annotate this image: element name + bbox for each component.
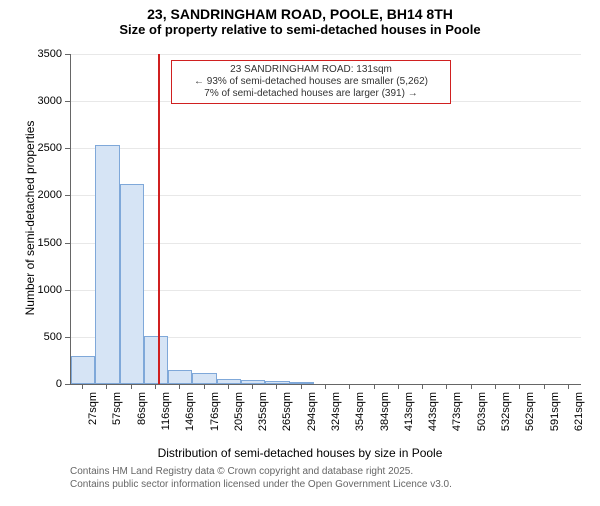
- xtick-mark: [276, 384, 277, 389]
- histogram-bar: [290, 382, 314, 384]
- gridline: [71, 54, 581, 55]
- xtick-mark: [446, 384, 447, 389]
- xtick-label: 413sqm: [403, 392, 415, 452]
- xtick-mark: [82, 384, 83, 389]
- footer-line-2: Contains public sector information licen…: [70, 479, 452, 490]
- ytick-label: 0: [0, 378, 62, 390]
- gridline: [71, 290, 581, 291]
- ytick-mark: [65, 243, 70, 244]
- histogram-bar: [217, 379, 241, 384]
- xtick-label: 86sqm: [136, 392, 148, 452]
- xtick-label: 235sqm: [257, 392, 269, 452]
- ytick-mark: [65, 148, 70, 149]
- xtick-mark: [301, 384, 302, 389]
- xtick-mark: [568, 384, 569, 389]
- chart-container: 23, SANDRINGHAM ROAD, POOLE, BH14 8TH Si…: [0, 6, 600, 506]
- xtick-label: 324sqm: [330, 392, 342, 452]
- annotation-box: 23 SANDRINGHAM ROAD: 131sqm← 93% of semi…: [171, 60, 451, 104]
- ytick-mark: [65, 54, 70, 55]
- histogram-bar: [144, 336, 168, 384]
- xtick-label: 562sqm: [524, 392, 536, 452]
- y-axis-label: Number of semi-detached properties: [23, 93, 37, 343]
- xtick-mark: [422, 384, 423, 389]
- xtick-label: 503sqm: [476, 392, 488, 452]
- annotation-line: 7% of semi-detached houses are larger (3…: [178, 88, 444, 100]
- annotation-line: 23 SANDRINGHAM ROAD: 131sqm: [178, 64, 444, 76]
- ytick-mark: [65, 290, 70, 291]
- footer-line-1: Contains HM Land Registry data © Crown c…: [70, 466, 413, 477]
- gridline: [71, 243, 581, 244]
- xtick-mark: [252, 384, 253, 389]
- xtick-label: 205sqm: [233, 392, 245, 452]
- x-axis-label: Distribution of semi-detached houses by …: [0, 446, 600, 460]
- xtick-mark: [471, 384, 472, 389]
- xtick-mark: [349, 384, 350, 389]
- xtick-label: 443sqm: [427, 392, 439, 452]
- xtick-label: 116sqm: [160, 392, 172, 452]
- xtick-mark: [325, 384, 326, 389]
- xtick-mark: [519, 384, 520, 389]
- xtick-mark: [398, 384, 399, 389]
- chart-area: 23 SANDRINGHAM ROAD: 131sqm← 93% of semi…: [0, 6, 600, 506]
- xtick-mark: [374, 384, 375, 389]
- xtick-mark: [204, 384, 205, 389]
- ytick-mark: [65, 101, 70, 102]
- xtick-label: 354sqm: [354, 392, 366, 452]
- histogram-bar: [265, 381, 289, 384]
- xtick-label: 146sqm: [184, 392, 196, 452]
- histogram-bar: [120, 184, 144, 384]
- gridline: [71, 195, 581, 196]
- histogram-bar: [71, 356, 95, 384]
- xtick-label: 621sqm: [573, 392, 585, 452]
- gridline: [71, 148, 581, 149]
- xtick-mark: [106, 384, 107, 389]
- ytick-label: 3500: [0, 48, 62, 60]
- property-marker-line: [158, 54, 160, 384]
- xtick-mark: [179, 384, 180, 389]
- xtick-label: 176sqm: [209, 392, 221, 452]
- histogram-bar: [192, 373, 216, 384]
- ytick-mark: [65, 337, 70, 338]
- xtick-label: 27sqm: [87, 392, 99, 452]
- xtick-label: 532sqm: [500, 392, 512, 452]
- histogram-bar: [241, 380, 265, 384]
- histogram-bar: [95, 145, 119, 384]
- xtick-label: 57sqm: [111, 392, 123, 452]
- xtick-label: 384sqm: [379, 392, 391, 452]
- plot-region: 23 SANDRINGHAM ROAD: 131sqm← 93% of semi…: [70, 54, 581, 385]
- xtick-label: 294sqm: [306, 392, 318, 452]
- histogram-bar: [168, 370, 192, 384]
- ytick-mark: [65, 195, 70, 196]
- ytick-mark: [65, 384, 70, 385]
- xtick-mark: [228, 384, 229, 389]
- xtick-mark: [544, 384, 545, 389]
- xtick-mark: [495, 384, 496, 389]
- xtick-label: 473sqm: [451, 392, 463, 452]
- xtick-mark: [155, 384, 156, 389]
- xtick-mark: [131, 384, 132, 389]
- xtick-label: 265sqm: [281, 392, 293, 452]
- xtick-label: 591sqm: [549, 392, 561, 452]
- annotation-line: ← 93% of semi-detached houses are smalle…: [178, 76, 444, 88]
